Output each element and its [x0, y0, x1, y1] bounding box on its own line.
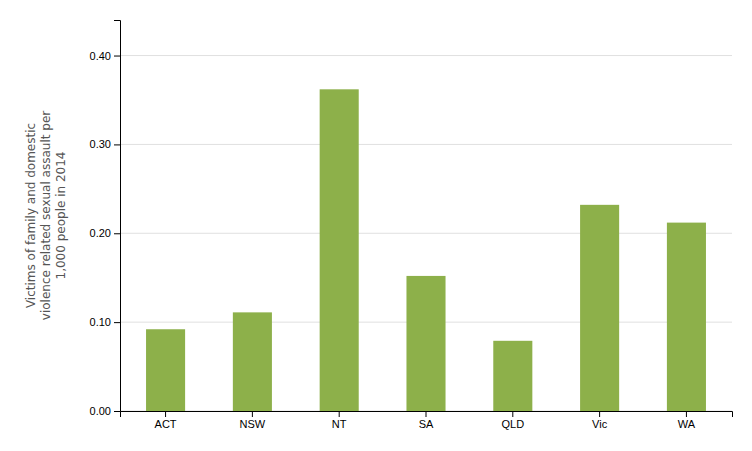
x-tick-label: NT [332, 418, 347, 430]
x-axis-line [121, 412, 733, 418]
x-axis: ACT NSW NT SA QLD Vic WA [121, 411, 733, 430]
bar [406, 276, 445, 411]
x-tick-mark [252, 411, 253, 417]
grid [120, 56, 732, 411]
bar [146, 329, 185, 411]
y-tick-label: 0.00 [90, 405, 111, 417]
chart-container: ACT NSW NT SA QLD Vic WA 0.00 0.10 0.20 0.30 0.40 Vi… [0, 0, 752, 451]
x-tick-label: WA [678, 418, 696, 430]
y-tick: 0.30 [90, 138, 120, 150]
bar [580, 205, 619, 411]
y-axis-title: Victims of family and domesticviolence r… [24, 111, 68, 320]
y-axis-title-line: Victims of family and domestic [24, 123, 38, 308]
x-tick-mark [339, 411, 340, 417]
x-tick: WA [678, 411, 696, 430]
x-tick-label: QLD [501, 418, 524, 430]
y-axis-title-line: violence related sexual assault per [39, 111, 53, 320]
x-tick-mark [512, 411, 513, 417]
y-tick: 0.00 [90, 405, 120, 417]
x-tick: QLD [501, 411, 524, 430]
x-tick-mark [165, 411, 166, 417]
y-tick-label: 0.20 [90, 227, 111, 239]
y-tick-mark [114, 144, 120, 145]
bar [667, 223, 706, 411]
x-tick: Vic [592, 411, 608, 430]
y-tick: 0.10 [90, 316, 120, 328]
x-tick: SA [419, 411, 434, 430]
y-tick-mark [114, 322, 120, 323]
x-tick-label: SA [419, 418, 434, 430]
grid-line [120, 144, 732, 145]
y-tick-label: 0.40 [90, 50, 111, 62]
y-tick-mark [114, 411, 120, 412]
x-tick-mark [599, 411, 600, 417]
y-tick-mark [114, 233, 120, 234]
x-tick-label: ACT [155, 418, 177, 430]
x-tick-label: NSW [240, 418, 266, 430]
grid-line [120, 55, 732, 56]
x-tick-mark [426, 411, 427, 417]
x-tick: NSW [240, 411, 266, 430]
bar [233, 312, 272, 411]
chart-svg: ACT NSW NT SA QLD Vic WA 0.00 0.10 0.20 0.30 0.40 Vi… [0, 0, 752, 451]
y-tick: 0.20 [90, 227, 120, 239]
y-axis-line [114, 21, 121, 412]
x-tick-label: Vic [592, 418, 608, 430]
y-axis-title-line: 1,000 people in 2014 [54, 152, 68, 280]
x-tick: ACT [155, 411, 177, 430]
bar [320, 89, 359, 411]
grid-line [120, 233, 732, 234]
y-tick-mark [114, 56, 120, 57]
y-tick: 0.40 [90, 50, 120, 62]
plot-area: ACT NSW NT SA QLD Vic WA 0.00 0.10 0.20 0.30 0.40 [90, 21, 733, 430]
x-tick: NT [332, 411, 347, 430]
y-tick-label: 0.10 [90, 316, 111, 328]
bars [146, 89, 706, 411]
y-axis: 0.00 0.10 0.20 0.30 0.40 [90, 21, 121, 418]
bar [493, 341, 532, 411]
y-tick-label: 0.30 [90, 138, 111, 150]
x-tick-mark [686, 411, 687, 417]
